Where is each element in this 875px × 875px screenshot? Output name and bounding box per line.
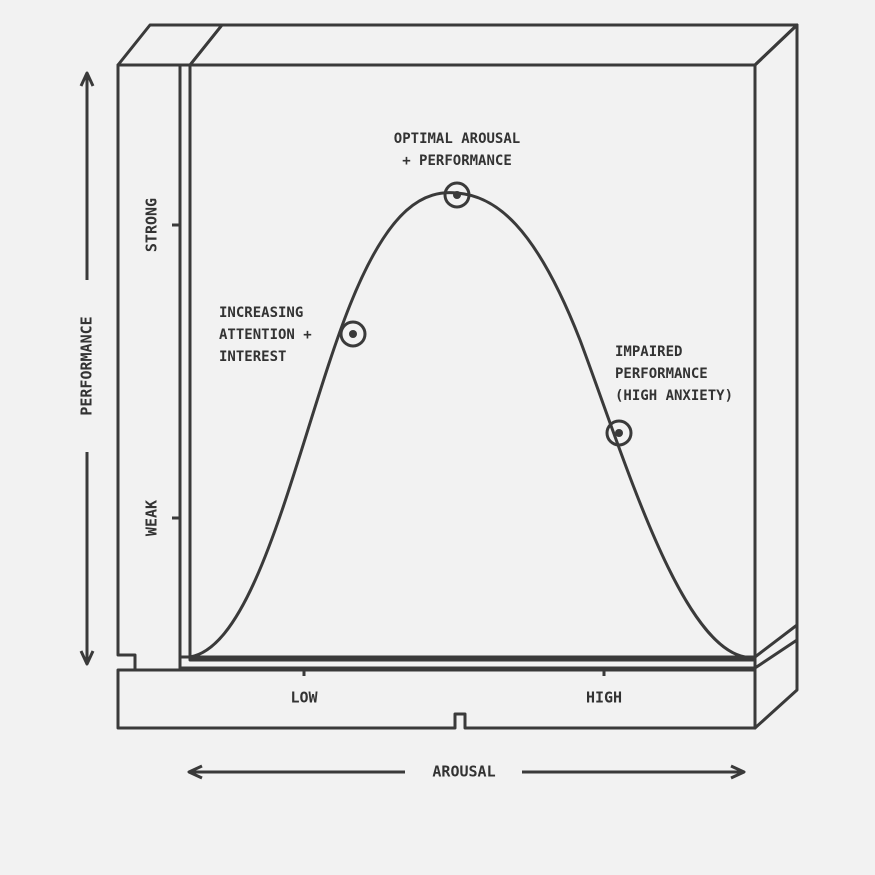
- floor: [178, 623, 799, 670]
- x-axis-title: AROUSAL: [432, 763, 495, 781]
- marker-dot: [453, 191, 461, 199]
- y-axis-arrow: [79, 71, 95, 666]
- marker: [605, 419, 633, 447]
- marker: [339, 320, 367, 348]
- x-tick-label: HIGH: [586, 689, 622, 707]
- annotation: ATTENTION +: [219, 327, 312, 343]
- annotation: PERFORMANCE: [615, 366, 708, 382]
- annotation: INTEREST: [219, 349, 286, 365]
- annotation: OPTIMAL AROUSAL: [394, 131, 520, 147]
- arrow-head: [79, 71, 95, 666]
- y-tick-label: STRONG: [143, 198, 161, 252]
- annotation: IMPAIRED: [615, 344, 682, 360]
- bottom-bar: [116, 668, 757, 730]
- annotation: (HIGH ANXIETY): [615, 388, 733, 404]
- x-axis-arrow: [187, 764, 746, 780]
- markers: [339, 181, 633, 447]
- panel: [188, 63, 757, 662]
- marker: [443, 181, 471, 209]
- annotation: INCREASING: [219, 305, 303, 321]
- marker-dot: [615, 429, 623, 437]
- x-tick-label: LOW: [290, 689, 318, 707]
- y-tick-label: WEAK: [143, 500, 161, 536]
- marker-dot: [349, 330, 357, 338]
- arrow-head: [187, 764, 746, 780]
- y-axis-title: PERFORMANCE: [78, 316, 96, 415]
- annotation: + PERFORMANCE: [402, 153, 512, 169]
